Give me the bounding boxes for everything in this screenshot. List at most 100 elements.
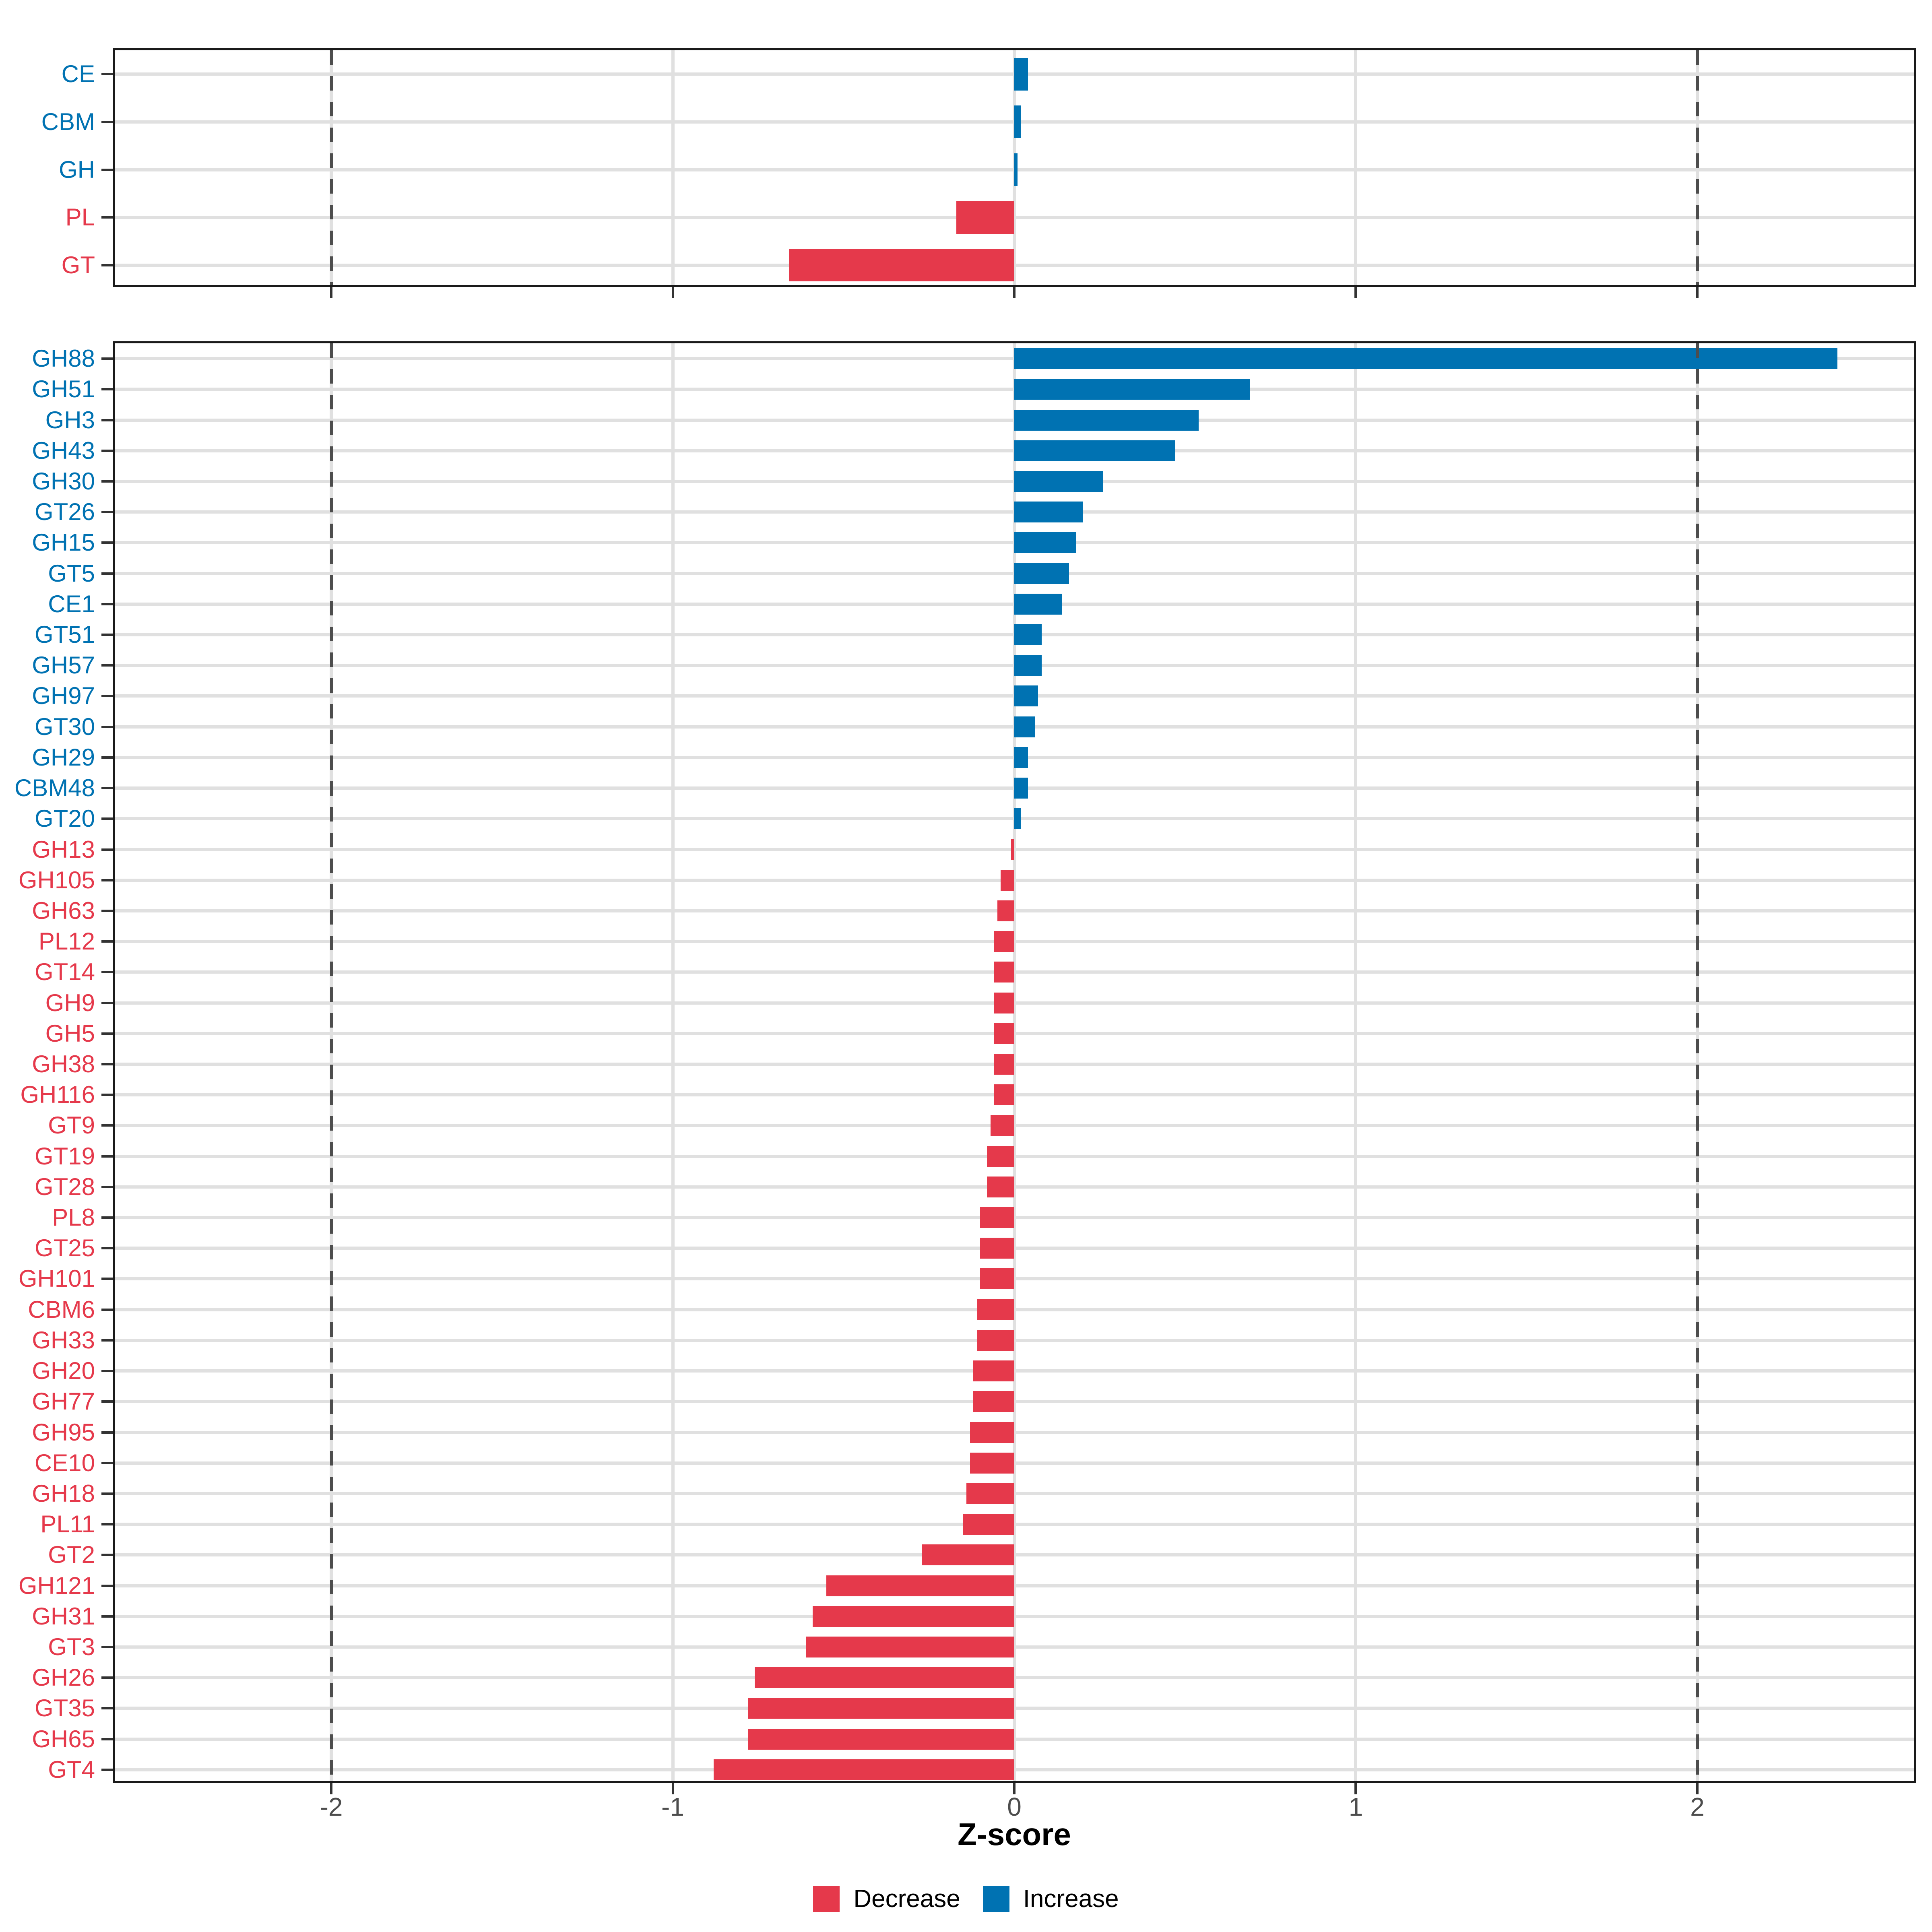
y-tick-GH26 [101, 1676, 113, 1679]
vertical-gridline-x0 [1013, 343, 1016, 1781]
y-tick-CE1 [101, 603, 113, 605]
ylabel-GH13: GH13 [32, 836, 95, 863]
y-tick-GH5 [101, 1032, 113, 1035]
bar-GT28 [987, 1176, 1014, 1197]
bar-GT19 [987, 1146, 1014, 1167]
y-tick-GH116 [101, 1094, 113, 1096]
ylabel-PL11: PL11 [40, 1511, 95, 1538]
ylabel-GH65: GH65 [32, 1725, 95, 1752]
bar-CBM48 [1014, 778, 1028, 799]
y-tick-GH15 [101, 541, 113, 544]
y-tick-GT26 [101, 511, 113, 514]
x-tick-label--2: -2 [320, 1792, 343, 1821]
vertical-gridline-x-1 [671, 343, 675, 1781]
bar-GT4 [714, 1759, 1014, 1780]
bar-GH65 [748, 1728, 1014, 1750]
y-tick-GH3 [101, 419, 113, 421]
y-tick-GH95 [101, 1431, 113, 1434]
ylabel-GH29: GH29 [32, 743, 95, 771]
horizontal-gridline [115, 1707, 1914, 1710]
ylabel-GT: GT [61, 251, 95, 279]
horizontal-gridline [115, 1737, 1914, 1741]
y-tick-CBM [101, 120, 113, 123]
y-tick-GH31 [101, 1615, 113, 1618]
y-tick-GH121 [101, 1584, 113, 1587]
x-tick-2 [1696, 287, 1699, 298]
y-tick-PL8 [101, 1216, 113, 1219]
panel-cazyme-classes [113, 48, 1916, 287]
bar-CE [1014, 58, 1028, 91]
dashed-threshold-line-x2 [1696, 50, 1699, 285]
ylabel-GT3: GT3 [48, 1633, 95, 1661]
horizontal-gridline [115, 1461, 1914, 1465]
horizontal-gridline [115, 1001, 1914, 1005]
y-tick-GH38 [101, 1063, 113, 1065]
horizontal-gridline [115, 1369, 1914, 1373]
bar-GH29 [1014, 747, 1028, 768]
ylabel-GH43: GH43 [32, 437, 95, 464]
ylabel-PL12: PL12 [38, 928, 95, 955]
y-tick-GH13 [101, 848, 113, 851]
y-tick-GH105 [101, 879, 113, 881]
increase-swatch-icon [983, 1885, 1009, 1912]
bar-CBM6 [976, 1299, 1014, 1320]
y-tick-GH57 [101, 664, 113, 667]
ylabel-GH9: GH9 [45, 989, 95, 1016]
ylabel-GT19: GT19 [34, 1142, 95, 1170]
ylabel-GH30: GH30 [32, 467, 95, 495]
vertical-gridline-x1 [1354, 343, 1358, 1781]
y-tick-GH51 [101, 388, 113, 391]
ylabel-GT30: GT30 [34, 713, 95, 740]
ylabel-PL: PL [65, 204, 95, 231]
horizontal-gridline [115, 1768, 1914, 1771]
y-tick-GT19 [101, 1155, 113, 1158]
legend-label-decrease: Decrease [853, 1885, 960, 1913]
bar-GT5 [1014, 563, 1069, 584]
bar-PL [956, 201, 1014, 234]
horizontal-gridline [115, 1247, 1914, 1250]
legend-item-increase: Increase [983, 1885, 1119, 1913]
x-tick--2 [330, 1783, 333, 1794]
ylabel-GH97: GH97 [32, 682, 95, 710]
legend: Decrease Increase [0, 1885, 1932, 1913]
bar-GH63 [997, 900, 1014, 921]
legend-item-decrease: Decrease [813, 1885, 960, 1913]
bar-GH26 [755, 1667, 1014, 1688]
horizontal-gridline [115, 1124, 1914, 1127]
bar-CBM [1014, 105, 1021, 138]
y-tick-GT2 [101, 1554, 113, 1556]
bar-GT30 [1014, 716, 1035, 737]
ylabel-GH77: GH77 [32, 1388, 95, 1415]
legend-label-increase: Increase [1023, 1885, 1119, 1913]
ylabel-GT25: GT25 [34, 1234, 95, 1262]
bar-GH [1014, 153, 1018, 186]
y-tick-GH20 [101, 1370, 113, 1373]
ylabel-GT35: GT35 [34, 1695, 95, 1722]
ylabel-GH57: GH57 [32, 652, 95, 679]
bar-CE1 [1014, 593, 1062, 615]
y-tick-CBM48 [101, 787, 113, 790]
horizontal-gridline [115, 909, 1914, 912]
x-tick--2 [330, 287, 333, 298]
bar-CE10 [970, 1452, 1014, 1474]
x-tick--1 [671, 1783, 674, 1794]
bar-GH43 [1014, 440, 1175, 461]
ylabel-CBM48: CBM48 [14, 774, 95, 802]
horizontal-gridline [115, 1553, 1914, 1557]
horizontal-gridline [115, 1154, 1914, 1158]
ylabel-GT5: GT5 [48, 559, 95, 587]
x-tick--1 [671, 287, 674, 298]
dashed-threshold-line-x-2 [330, 50, 333, 285]
ylabel-GH3: GH3 [45, 406, 95, 433]
y-tick-GT30 [101, 725, 113, 728]
bar-GH57 [1014, 655, 1042, 676]
ylabel-GH51: GH51 [32, 376, 95, 403]
x-tick-2 [1696, 1783, 1699, 1794]
y-tick-GH9 [101, 1001, 113, 1004]
ylabel-GH116: GH116 [20, 1081, 95, 1108]
x-tick-1 [1354, 1783, 1357, 1794]
ylabel-GH31: GH31 [32, 1602, 95, 1630]
bar-GH9 [994, 992, 1014, 1013]
bar-GH116 [994, 1084, 1014, 1106]
bar-GH38 [994, 1054, 1014, 1075]
